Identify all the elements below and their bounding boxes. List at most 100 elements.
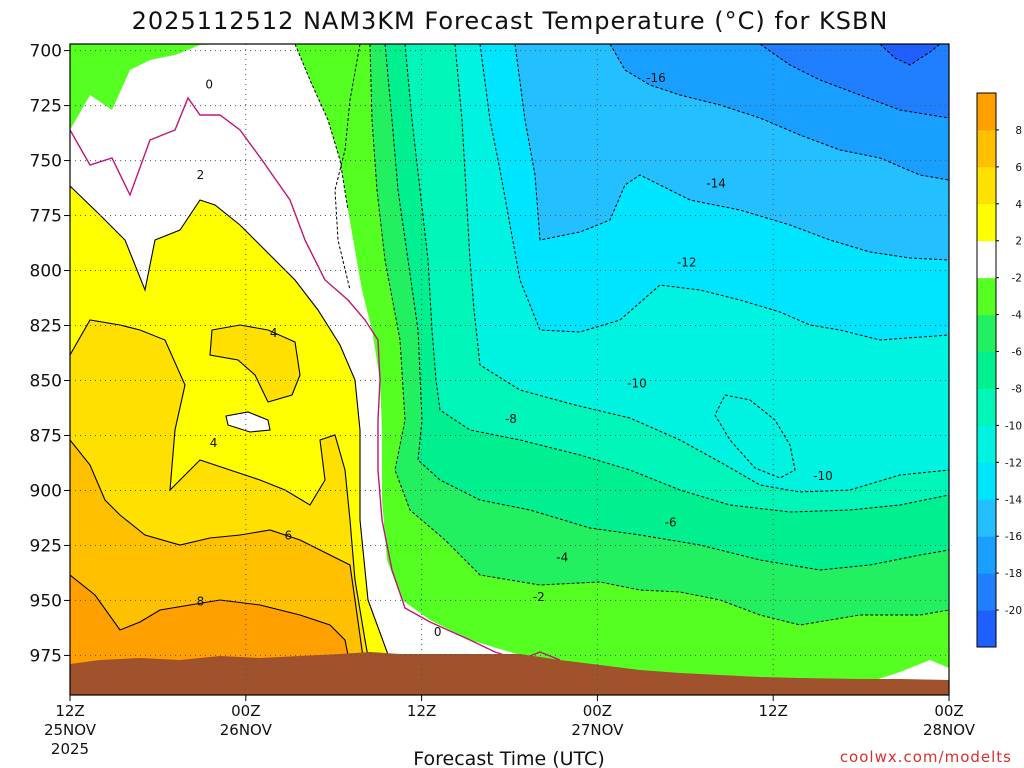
colorbar-segment	[977, 573, 996, 611]
colorbar-tick-label: -18	[1005, 568, 1022, 580]
x-tick-label-time: 12Z	[407, 702, 436, 720]
contour-label: -12	[677, 256, 697, 270]
colorbar-segment	[977, 129, 996, 168]
colorbar-tick-label: -6	[1012, 347, 1023, 359]
colorbar-tick-label: -12	[1005, 457, 1022, 469]
contour-label: -10	[813, 469, 833, 483]
colorbar-segment	[977, 166, 996, 205]
contour-minus14	[514, 44, 949, 261]
band-inner-minus10	[715, 395, 795, 478]
contour-minus20	[879, 44, 941, 66]
plot-area	[70, 44, 949, 695]
colorbar-segment	[977, 314, 996, 353]
colorbar-segment	[977, 203, 996, 242]
colorbar-tick-label: -4	[1012, 310, 1023, 322]
y-axis: 700 725 750 775 800 825 850 875 900 925 950 975	[30, 42, 70, 666]
colorbar-segment	[977, 351, 996, 389]
contour-minus2	[294, 44, 361, 291]
x-tick-label-time: 12Z	[759, 702, 788, 720]
x-tick-label-date: 26NOV	[220, 721, 273, 739]
colorbar-tick-label: 4	[1015, 199, 1022, 211]
x-tick-label-date: 25NOV	[44, 721, 97, 739]
band-inner-2	[226, 412, 270, 432]
band-minus20-to-minus22	[880, 44, 940, 65]
colorbar-tick-label: -20	[1005, 605, 1022, 617]
contour-label: -2	[533, 590, 545, 604]
band-minus18-to-minus20	[760, 44, 949, 118]
x-tick-label-time: 00Z	[583, 702, 612, 720]
y-tick-label: 825	[30, 317, 62, 337]
x-tick-label-time: 00Z	[231, 702, 260, 720]
x-tick-label-time: 00Z	[934, 702, 963, 720]
y-tick-label: 800	[30, 262, 62, 282]
y-tick-label: 750	[30, 152, 62, 172]
y-tick-label: 875	[30, 426, 62, 446]
colorbar-segment	[977, 388, 996, 426]
contour-label: -14	[706, 177, 726, 191]
grid-lines	[70, 44, 949, 695]
contour-4	[70, 319, 376, 695]
contour-4-inner	[209, 324, 301, 403]
colorbar-tick-label: -14	[1005, 494, 1022, 506]
chart-title: 2025112512 NAM3KM Forecast Temperature (…	[132, 7, 889, 35]
contour-2-inner	[225, 411, 271, 433]
colorbar-segment	[977, 240, 996, 279]
y-tick-label: 950	[30, 591, 62, 611]
colorbar-tick-label: -16	[1005, 531, 1022, 543]
x-tick-label-date: 27NOV	[571, 721, 624, 739]
colorbar-segment	[977, 536, 996, 574]
contour-minus16	[609, 44, 949, 181]
contour-minus10-inner	[714, 394, 796, 479]
colorbar-segment	[977, 425, 996, 463]
y-tick-label: 925	[30, 536, 62, 556]
contour-label: 2	[197, 168, 205, 182]
contour-zero	[70, 96, 561, 661]
plot-frame	[69, 43, 950, 696]
x-tick-label-time: 12Z	[55, 702, 84, 720]
contour-label: -6	[665, 515, 677, 529]
colorbar-tick-label: -2	[1012, 273, 1022, 285]
contour-2	[70, 185, 391, 661]
y-tick-label: 725	[30, 97, 62, 117]
y-tick-label: 700	[30, 42, 62, 62]
y-tick-label: 775	[30, 207, 62, 227]
y-tick-label: 850	[30, 371, 62, 391]
contour-label: -8	[505, 412, 517, 426]
colorbar-segment	[977, 462, 996, 500]
contour-minus12	[479, 44, 949, 341]
band-inner-4-to-6	[210, 325, 300, 402]
ground-surface	[70, 652, 949, 695]
contour-label: -10	[627, 377, 647, 391]
credit-text: coolwx.com/modelts	[840, 748, 1012, 766]
x-tick-label-date: 28NOV	[923, 721, 976, 739]
contour-label: 6	[284, 528, 292, 542]
negative-contour-lines	[294, 44, 949, 626]
contour-label: 8	[197, 594, 205, 608]
contour-label: -4	[556, 550, 568, 564]
contour-labels: 0 2 4 4 6 8 0 -16 -14 -12 -10 -8 -10 -6 -4 -2	[197, 71, 833, 639]
contour-minus8	[404, 44, 949, 513]
contour-6	[70, 439, 371, 695]
x-tick-label-year: 2025	[51, 740, 89, 758]
y-tick-label: 975	[30, 646, 62, 666]
contour-label: 0	[205, 78, 213, 92]
contour-label: 0	[434, 625, 442, 639]
contour-minus10	[454, 44, 949, 493]
contour-label: -16	[646, 71, 666, 85]
contour-minus18	[759, 44, 949, 119]
contour-label: 4	[210, 436, 218, 450]
colorbar-tick-label: 8	[1015, 125, 1022, 137]
colorbar-tick-label: -8	[1012, 383, 1022, 395]
colorbar: -20 -18 -16 -14 -12 -10 -8 -6 -4 -2 2 4 6 8	[976, 92, 1023, 648]
colorbar-tick-label: 2	[1015, 236, 1022, 248]
colorbar-tick-label: -10	[1005, 420, 1022, 432]
colorbar-segment	[977, 610, 996, 648]
colorbar-segment	[977, 499, 996, 537]
colorbar-tick-label: 6	[1015, 162, 1022, 174]
colorbar-segment	[977, 93, 996, 131]
contour-minus6	[384, 44, 949, 571]
colorbar-segment	[977, 277, 996, 316]
x-axis-title: Forecast Time (UTC)	[413, 748, 604, 768]
